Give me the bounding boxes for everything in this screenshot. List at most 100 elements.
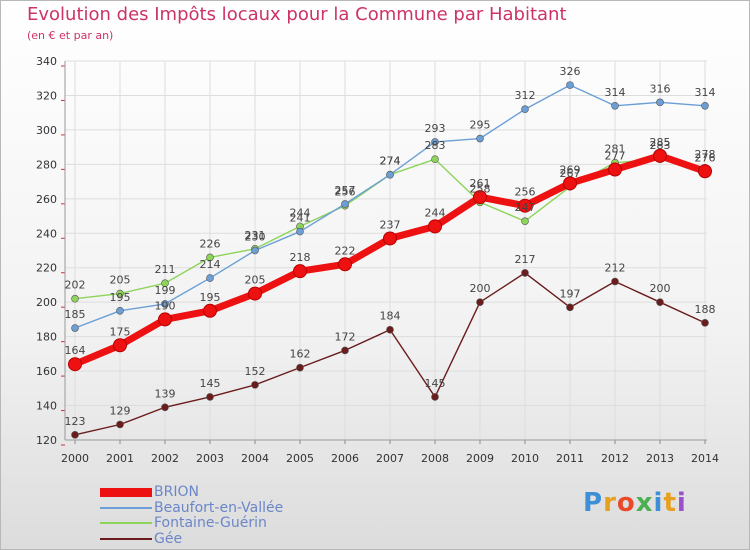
data-label-beaufort-en-vall-e: 185 [65, 308, 86, 321]
data-label-beaufort-en-vall-e: 195 [110, 291, 131, 304]
data-point-brion [518, 198, 532, 213]
proxiti-logo: Proxiti [583, 488, 687, 518]
legend-swatch [100, 522, 152, 524]
data-point-brion [608, 162, 622, 177]
logo-letter: r [603, 488, 617, 518]
series-layer [68, 81, 712, 439]
data-label-fontaine-gu-rin: 256 [335, 186, 356, 199]
data-label-fontaine-gu-rin: 231 [245, 229, 266, 242]
data-label-beaufort-en-vall-e: 241 [290, 212, 311, 225]
logo-letter: o [616, 488, 636, 518]
data-label-brion: 175 [110, 325, 131, 338]
data-label-fontaine-gu-rin: 267 [560, 167, 581, 180]
chart-title: Evolution des Impôts locaux pour la Comm… [27, 4, 567, 25]
data-label-beaufort-en-vall-e: 230 [245, 231, 266, 244]
label-layer: 123 129 139 145 152 162 172 184 145 200 217 197 212 2… [65, 65, 716, 428]
data-label-g-e: 145 [425, 377, 446, 390]
data-point-brion [563, 176, 577, 191]
data-point-g-e [701, 319, 709, 327]
legend-swatch [100, 487, 152, 497]
data-point-brion [653, 148, 667, 163]
data-point-g-e [116, 420, 124, 429]
data-label-brion: 164 [65, 344, 86, 357]
data-label-g-e: 139 [155, 387, 176, 400]
data-label-g-e: 212 [605, 262, 626, 275]
y-tick-label: 240 [36, 227, 57, 240]
x-tick-label: 2004 [241, 452, 269, 465]
legend-label: Fontaine-Guérin [154, 515, 267, 531]
data-label-brion: 261 [470, 177, 491, 190]
data-point-fontaine-gu-rin [521, 217, 529, 226]
data-label-brion: 205 [245, 274, 266, 287]
data-point-brion [473, 190, 487, 205]
y-tick-label: 160 [36, 365, 57, 378]
y-tick-label: 200 [36, 296, 57, 309]
data-label-fontaine-gu-rin: 205 [110, 274, 131, 287]
data-label-brion: 285 [650, 136, 671, 149]
data-label-beaufort-en-vall-e: 295 [470, 119, 491, 132]
data-point-beaufort-en-vall-e [566, 81, 574, 89]
data-label-g-e: 172 [335, 330, 356, 343]
data-label-fontaine-gu-rin: 274 [380, 155, 401, 168]
legend-label: BRION [154, 484, 199, 500]
data-point-brion [428, 219, 442, 234]
x-tick-label: 2007 [376, 452, 404, 465]
x-tick-label: 2011 [556, 452, 584, 465]
x-tick-label: 2013 [646, 452, 674, 465]
data-label-g-e: 145 [200, 377, 221, 390]
logo-letter: i [653, 488, 664, 518]
data-label-fontaine-gu-rin: 202 [65, 279, 86, 292]
data-point-beaufort-en-vall-e [161, 300, 169, 308]
data-label-fontaine-gu-rin: 211 [155, 263, 176, 276]
y-tick-label: 140 [36, 400, 57, 413]
x-tick-label: 2012 [601, 452, 629, 465]
logo-letter: i [676, 488, 687, 518]
data-label-fontaine-gu-rin: 281 [605, 143, 626, 156]
data-label-beaufort-en-vall-e: 293 [425, 122, 446, 135]
x-tick-label: 2009 [466, 452, 494, 465]
legend-label: Gée [154, 530, 183, 547]
data-label-beaufort-en-vall-e: 274 [380, 155, 401, 168]
data-label-brion: 277 [605, 150, 626, 163]
x-tick-label: 2001 [106, 452, 134, 465]
data-label-beaufort-en-vall-e: 199 [155, 284, 176, 297]
data-label-brion: 190 [155, 299, 176, 312]
data-point-brion [158, 312, 172, 327]
data-label-g-e: 184 [380, 310, 401, 323]
legend-label: Beaufort-en-Vallée [154, 499, 284, 516]
data-label-g-e: 200 [650, 282, 671, 295]
data-point-brion [698, 164, 712, 179]
y-tick-label: 320 [36, 89, 57, 102]
data-label-g-e: 162 [290, 348, 311, 361]
data-point-beaufort-en-vall-e [476, 134, 484, 143]
data-point-fontaine-gu-rin [431, 155, 439, 163]
data-point-beaufort-en-vall-e [656, 98, 664, 107]
x-tick-label: 2008 [421, 452, 449, 465]
y-tick-label: 180 [36, 331, 57, 344]
data-point-fontaine-gu-rin [161, 279, 169, 288]
x-tick-label: 2003 [196, 452, 224, 465]
legend-swatch [100, 537, 152, 540]
data-point-g-e [251, 381, 259, 389]
x-tick-label: 2010 [511, 452, 539, 465]
data-label-beaufort-en-vall-e: 214 [200, 258, 221, 271]
data-point-g-e [521, 269, 529, 277]
data-point-brion [68, 357, 82, 372]
data-point-fontaine-gu-rin [71, 294, 79, 303]
data-label-beaufort-en-vall-e: 257 [335, 184, 356, 197]
data-point-g-e [296, 363, 304, 372]
data-point-beaufort-en-vall-e [386, 170, 394, 179]
y-tick-label: 120 [36, 434, 57, 447]
data-point-g-e [656, 298, 664, 306]
grid-layer [65, 60, 707, 441]
data-label-brion: 237 [380, 218, 401, 231]
x-tick-label: 2014 [691, 452, 719, 465]
data-label-brion: 244 [425, 206, 446, 219]
data-point-g-e [341, 346, 349, 355]
data-point-brion [203, 303, 217, 318]
data-point-beaufort-en-vall-e [71, 324, 79, 332]
logo-letter: x [635, 488, 654, 518]
data-label-beaufort-en-vall-e: 326 [560, 65, 581, 78]
data-label-brion: 276 [695, 151, 716, 164]
